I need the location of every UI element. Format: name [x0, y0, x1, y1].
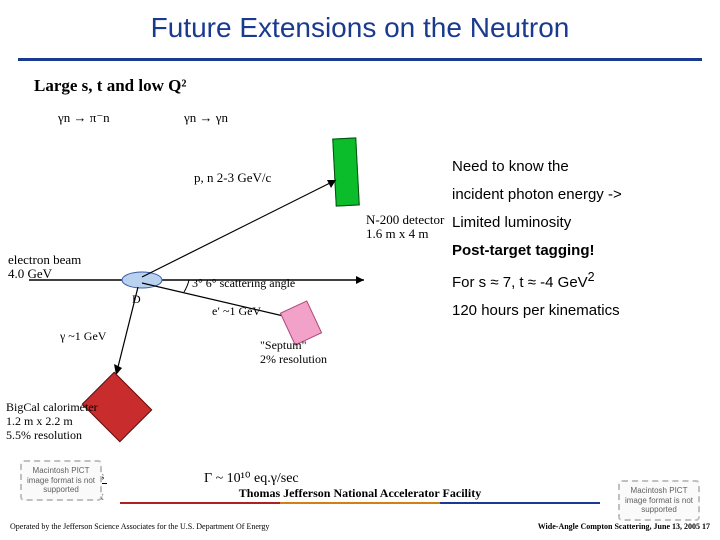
- footer-rule: [120, 502, 600, 504]
- diagram-svg: [14, 70, 444, 480]
- note-line-6: 120 hours per kinematics: [452, 299, 712, 323]
- r2-left: γn: [184, 110, 196, 125]
- experiment-diagram: Large s, t and low Q² γn → π⁻n γn → γn p…: [14, 70, 444, 480]
- label-resolution: 2% resolution: [260, 352, 327, 367]
- reaction-1: γn → π⁻n: [58, 110, 110, 126]
- footer-left: Operated by the Jefferson Science Associ…: [10, 522, 269, 531]
- label-pn: p, n 2-3 GeV/c: [194, 170, 271, 186]
- note-line-2: incident photon energy ->: [452, 183, 712, 207]
- footer-lab: Thomas Jefferson National Accelerator Fa…: [0, 486, 720, 501]
- r1-left: γn: [58, 110, 70, 125]
- r1-arrow: →: [74, 110, 87, 125]
- label-D: D: [132, 292, 141, 307]
- note-line-1: Need to know the: [452, 155, 712, 179]
- formula-gammaflux: Γ ~ 10¹⁰ eq.γ/sec: [204, 470, 299, 487]
- r1-right: π⁻n: [90, 110, 110, 125]
- label-eprime: e′ ~1 GeV: [212, 304, 261, 319]
- label-ebeam2: 4.0 GeV: [8, 266, 52, 282]
- note-line-5: For s ≈ 7, t ≈ -4 GeV2: [452, 267, 712, 295]
- label-angle: 3° 6° scattering angle: [192, 276, 295, 291]
- footer-right: Wide-Angle Compton Scattering, June 13, …: [538, 522, 710, 531]
- label-septum: "Septum": [260, 338, 306, 353]
- r2-right: γn: [216, 110, 228, 125]
- label-bigcal1: BigCal calorimeter: [6, 400, 98, 415]
- note-line-3: Limited luminosity: [452, 211, 712, 235]
- label-bigcal2: 1.2 m x 2.2 m: [6, 414, 73, 429]
- n200-detector-block: [332, 137, 360, 206]
- note-line-4: Post-target tagging!: [452, 239, 712, 263]
- label-gamma: γ ~1 GeV: [60, 329, 106, 344]
- reaction-2: γn → γn: [184, 110, 228, 126]
- title-rule: [18, 58, 702, 61]
- label-bigcal3: 5.5% resolution: [6, 428, 82, 443]
- math-large-st: Large s, t and low Q²: [34, 76, 186, 96]
- slide-title: Future Extensions on the Neutron: [0, 12, 720, 44]
- r2-arrow: →: [200, 110, 213, 125]
- label-detector2: 1.6 m x 4 m: [366, 226, 428, 242]
- side-notes: Need to know the incident photon energy …: [452, 155, 712, 327]
